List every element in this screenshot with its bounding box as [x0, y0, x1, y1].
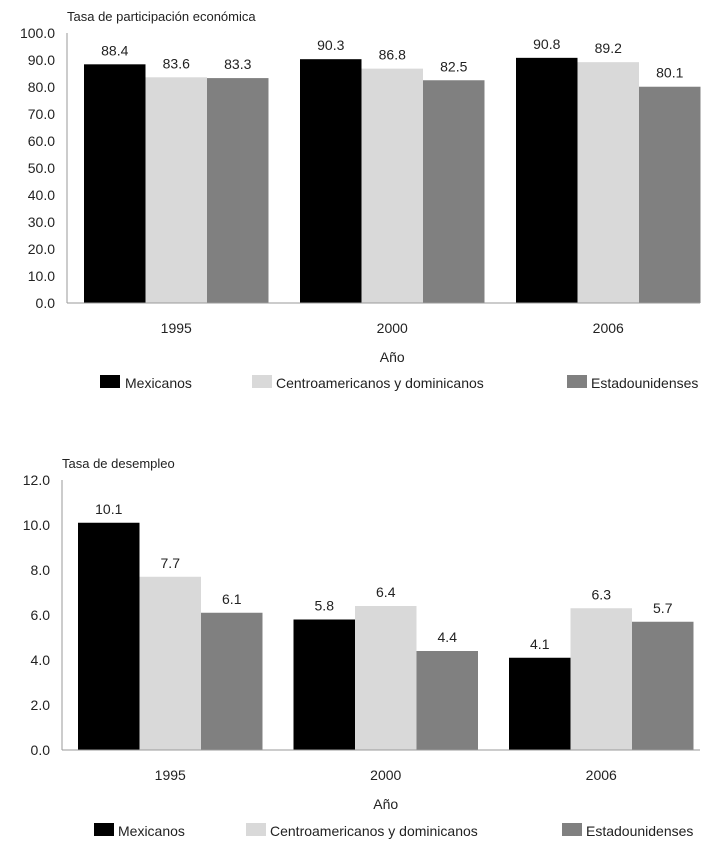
chart-title: Tasa de participación económica	[67, 9, 256, 24]
bar	[355, 606, 417, 750]
data-label: 90.3	[317, 37, 344, 53]
data-label: 80.1	[656, 65, 683, 81]
legend-swatch	[94, 823, 114, 836]
data-label: 4.1	[530, 636, 550, 652]
bar	[632, 621, 694, 750]
y-tick-label: 90.0	[28, 52, 55, 68]
y-tick-label: 4.0	[31, 652, 51, 668]
legend-swatch	[246, 823, 266, 836]
y-tick-label: 10.0	[28, 268, 55, 284]
x-tick-label: 1995	[155, 767, 186, 783]
bar	[639, 86, 701, 303]
y-tick-label: 12.0	[23, 472, 50, 488]
legend-swatch	[567, 375, 587, 388]
legend-label: Mexicanos	[125, 375, 192, 391]
legend-label: Centroamericanos y dominicanos	[276, 375, 484, 391]
x-tick-label: 2000	[377, 320, 408, 336]
data-label: 83.3	[224, 56, 251, 72]
legend-swatch	[252, 375, 272, 388]
bar	[516, 57, 578, 304]
x-tick-label: 2006	[586, 767, 617, 783]
bar	[361, 68, 423, 303]
bar	[78, 522, 140, 750]
y-tick-label: 80.0	[28, 79, 55, 95]
bar	[423, 80, 485, 303]
y-tick-label: 20.0	[28, 241, 55, 257]
legend-label: Centroamericanos y dominicanos	[270, 823, 478, 839]
y-tick-label: 40.0	[28, 187, 55, 203]
legend-label: Estadounidenses	[586, 823, 693, 839]
legend-label: Estadounidenses	[591, 375, 698, 391]
y-tick-label: 70.0	[28, 106, 55, 122]
x-axis-title: Año	[373, 796, 398, 812]
data-label: 90.8	[533, 36, 560, 52]
x-tick-label: 2000	[370, 767, 401, 783]
bar	[416, 651, 478, 750]
data-label: 6.1	[222, 591, 242, 607]
y-tick-label: 100.0	[20, 25, 55, 41]
legend-label: Mexicanos	[118, 823, 185, 839]
bar	[577, 62, 639, 303]
bar	[139, 576, 201, 750]
bar	[300, 59, 362, 303]
data-label: 86.8	[379, 47, 406, 63]
y-tick-label: 30.0	[28, 214, 55, 230]
data-label: 7.7	[161, 555, 181, 571]
bar	[293, 619, 355, 750]
data-label: 6.4	[376, 584, 396, 600]
y-tick-label: 6.0	[31, 607, 51, 623]
legend-swatch	[100, 375, 120, 388]
data-label: 5.8	[315, 598, 335, 614]
bar	[201, 612, 263, 750]
bar	[145, 77, 207, 303]
bar	[570, 608, 632, 750]
y-tick-label: 10.0	[23, 517, 50, 533]
y-tick-label: 0.0	[36, 295, 56, 311]
bar	[84, 64, 146, 303]
y-tick-label: 60.0	[28, 133, 55, 149]
bar	[207, 78, 269, 303]
legend-swatch	[562, 823, 582, 836]
data-label: 5.7	[653, 600, 673, 616]
data-label: 6.3	[592, 586, 612, 602]
x-tick-label: 2006	[593, 320, 624, 336]
y-tick-label: 50.0	[28, 160, 55, 176]
data-label: 82.5	[440, 58, 467, 74]
data-label: 88.4	[101, 42, 128, 58]
data-label: 89.2	[595, 40, 622, 56]
y-tick-label: 2.0	[31, 697, 51, 713]
x-tick-label: 1995	[161, 320, 192, 336]
chart-title: Tasa de desempleo	[62, 456, 175, 471]
bar	[509, 657, 571, 750]
x-axis-title: Año	[380, 349, 405, 365]
y-tick-label: 8.0	[31, 562, 51, 578]
data-label: 10.1	[95, 501, 122, 517]
data-label: 83.6	[163, 55, 190, 71]
data-label: 4.4	[438, 629, 458, 645]
y-tick-label: 0.0	[31, 742, 51, 758]
